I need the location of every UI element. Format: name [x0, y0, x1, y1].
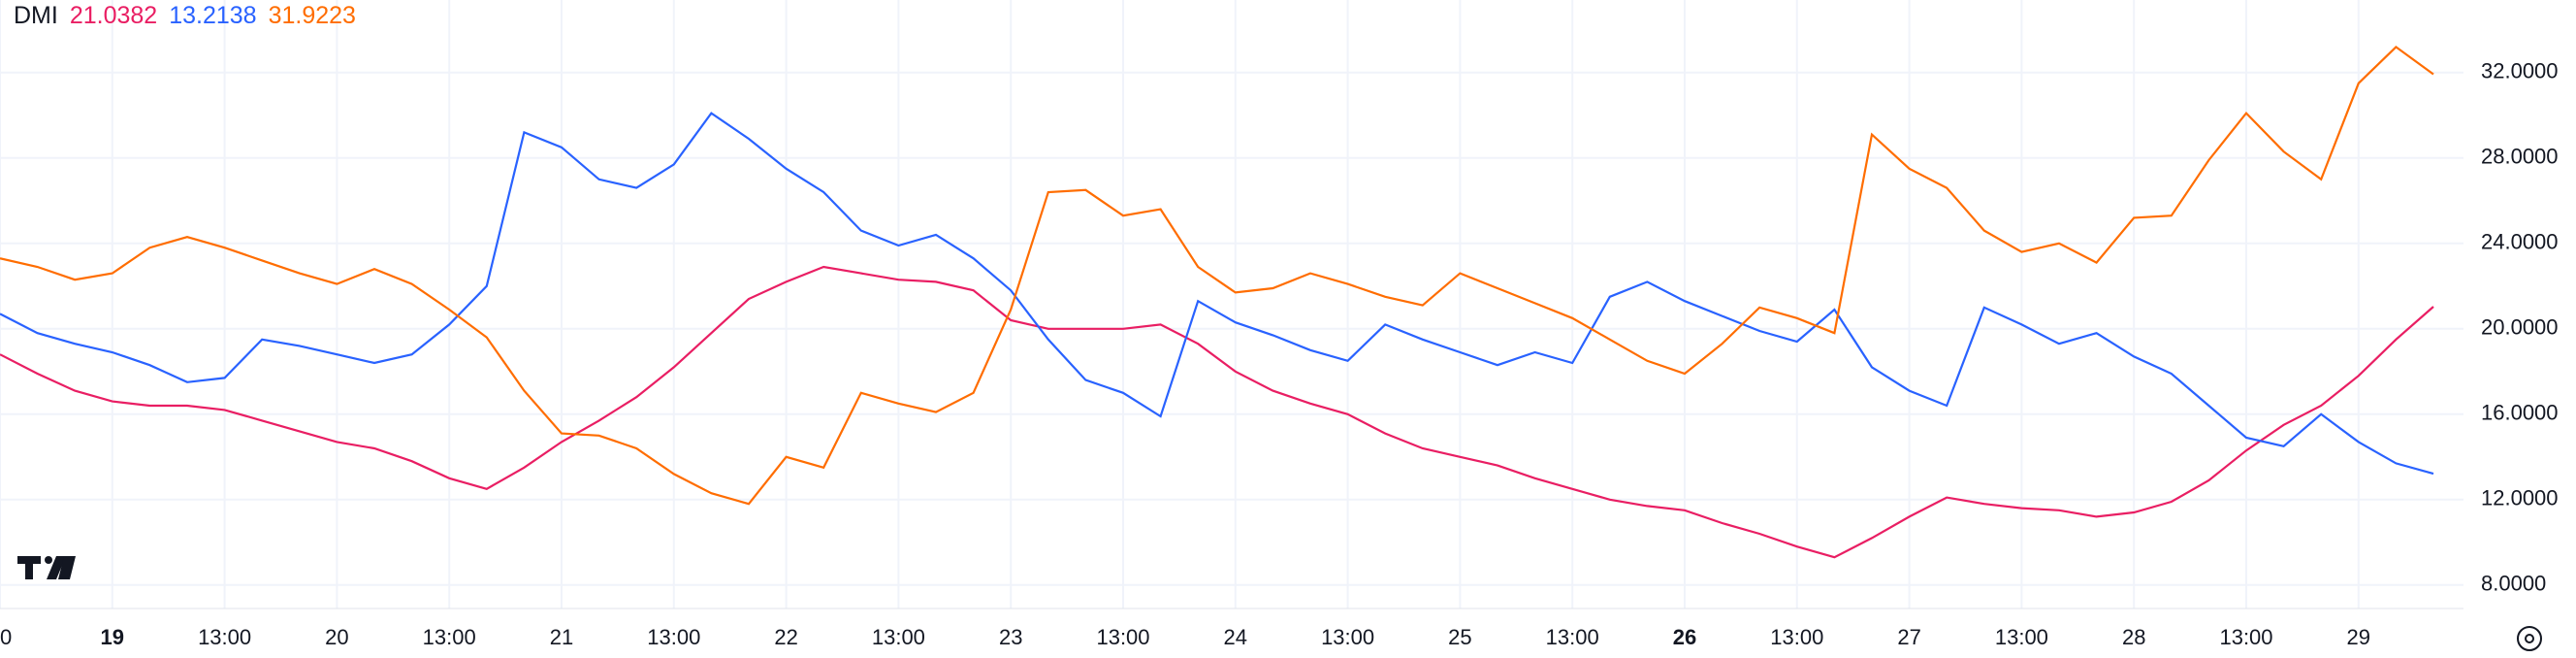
x-tick-label: 13:00: [198, 625, 251, 649]
x-tick-label: 20: [325, 625, 348, 649]
y-tick-label: 16.0000: [2481, 401, 2559, 425]
x-tick-label: 13:00: [2219, 625, 2272, 649]
grid: [0, 0, 2463, 609]
y-tick-label: 28.0000: [2481, 145, 2559, 169]
x-tick-label: 29: [2347, 625, 2370, 649]
x-tick-label: 19: [101, 625, 124, 649]
x-tick-label: 24: [1224, 625, 1247, 649]
x-tick-label: 25: [1448, 625, 1471, 649]
x-tick-label: 13:00: [647, 625, 700, 649]
x-tick-label: 26: [1673, 625, 1696, 649]
y-tick-label: 24.0000: [2481, 230, 2559, 254]
x-tick-label: 13:00: [1321, 625, 1374, 649]
x-tick-label: 28: [2122, 625, 2145, 649]
x-tick-label: 13:00: [1770, 625, 1823, 649]
x-tick-label: 22: [774, 625, 797, 649]
settings-icon[interactable]: [2517, 626, 2542, 651]
y-tick-label: 20.0000: [2481, 315, 2559, 340]
x-tick-label: 27: [1897, 625, 1920, 649]
x-tick-label: 13:00: [872, 625, 925, 649]
line-series: [0, 112, 2434, 476]
x-tick-label: 13:00: [1096, 625, 1149, 649]
line-series: [0, 45, 2434, 506]
x-tick-label: 21: [550, 625, 573, 649]
line-series: [0, 265, 2434, 559]
x-tick-label: 13:00: [423, 625, 476, 649]
x-tick-label: 00: [0, 625, 12, 649]
legend-header: DMI 21.0382 13.2138 31.9223: [14, 2, 356, 30]
x-tick-label: 13:00: [1546, 625, 1599, 649]
x-tick-label: 13:00: [1995, 625, 2048, 649]
y-tick-label: 32.0000: [2481, 59, 2559, 83]
legend-value: 31.9223: [268, 2, 356, 29]
indicator-title: DMI: [14, 2, 58, 29]
legend-value: 13.2138: [169, 2, 257, 29]
y-tick-label: 12.0000: [2481, 486, 2559, 510]
x-tick-label: 23: [999, 625, 1022, 649]
tradingview-logo: [17, 556, 76, 579]
legend-value: 21.0382: [69, 2, 158, 29]
y-tick-label: 8.0000: [2481, 572, 2546, 596]
